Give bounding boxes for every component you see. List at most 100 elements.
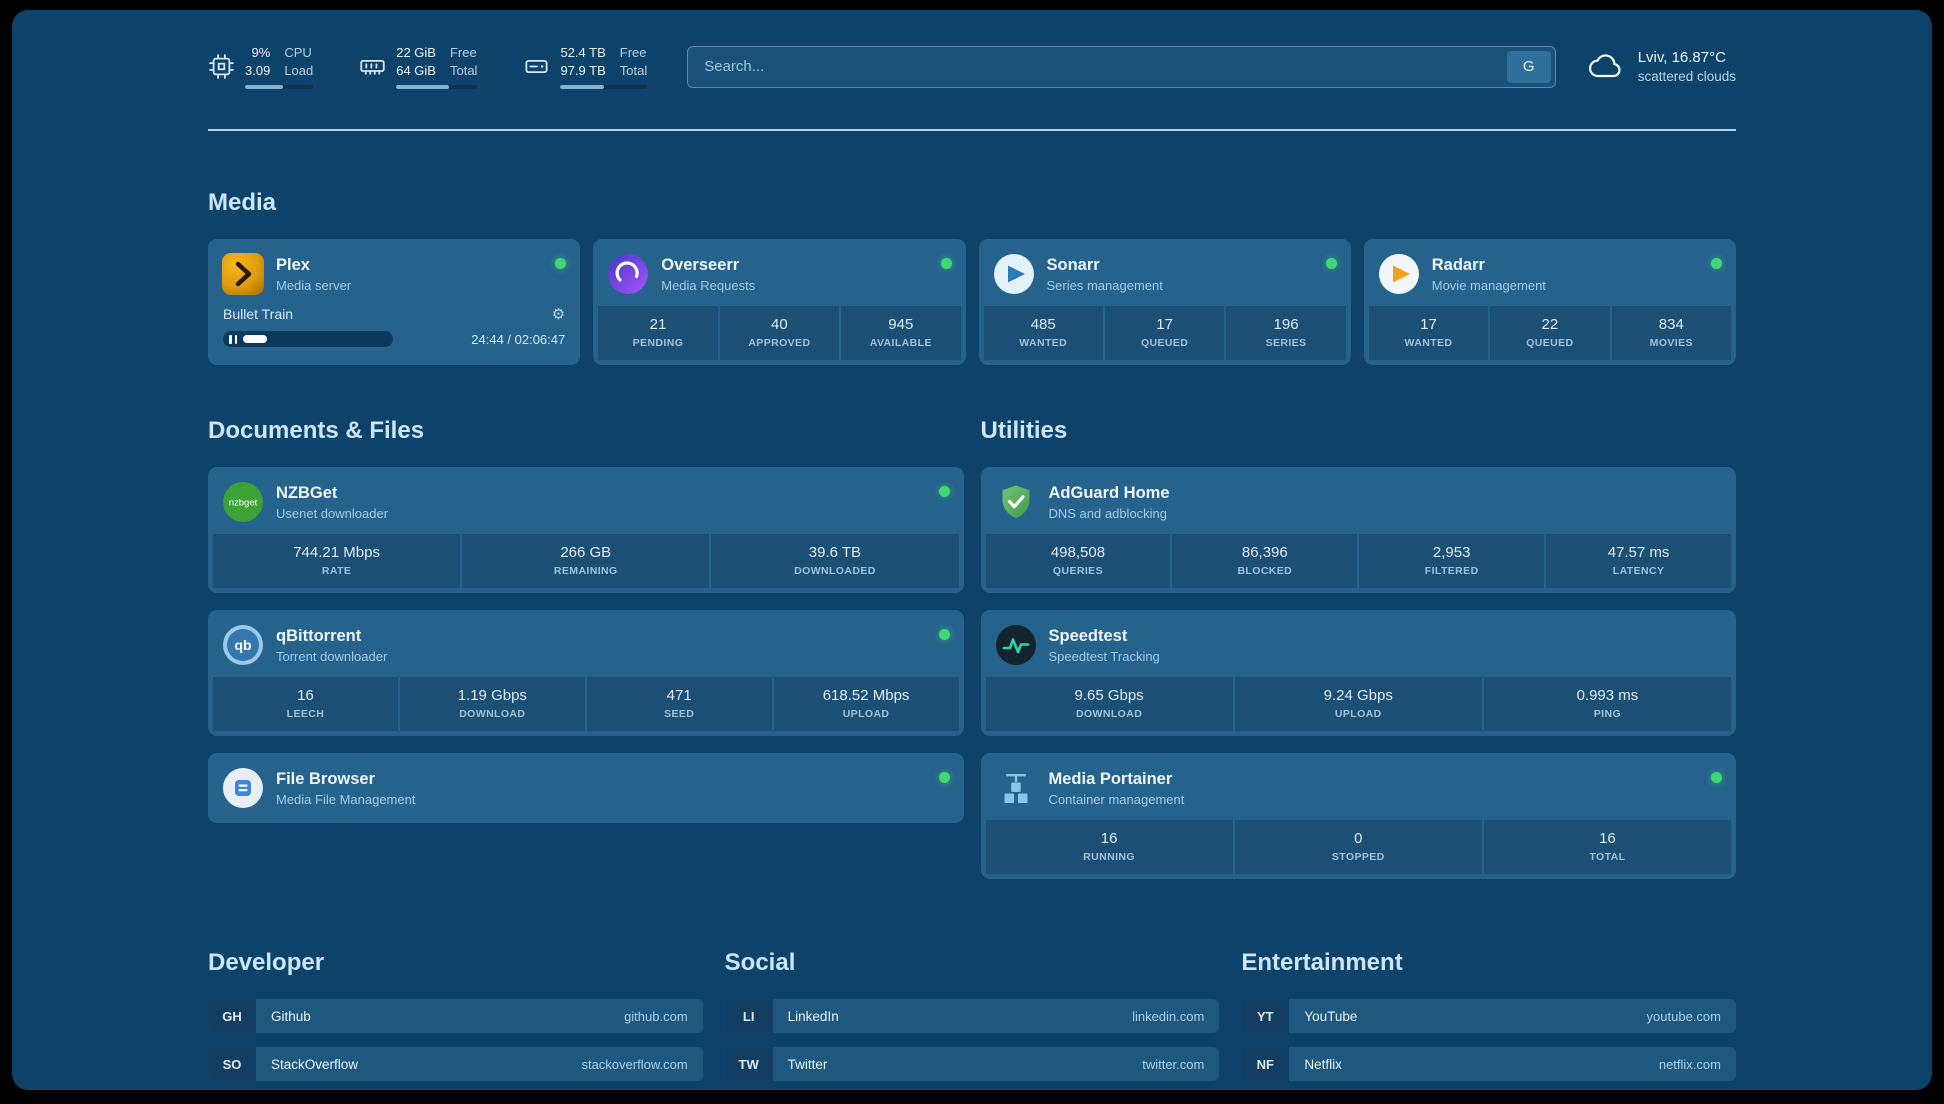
stat-wanted: 485 WANTED xyxy=(983,306,1103,361)
playback-time: 24:44 / 02:06:47 xyxy=(471,331,566,347)
bookmark-abbr: SO xyxy=(208,1047,256,1082)
search-provider-button[interactable]: G xyxy=(1506,50,1551,83)
resource-widgets: 9% 3.09 CPU Load xyxy=(208,44,648,90)
status-dot xyxy=(555,258,567,270)
memory-values: 22 GiB 64 GiB xyxy=(396,44,436,80)
svg-text:qb: qb xyxy=(234,637,251,653)
memory-icon xyxy=(359,53,386,80)
stat-upload: 9.24 Gbps UPLOAD xyxy=(1234,677,1482,732)
service-card-overseerr[interactable]: Overseerr Media Requests 21 PENDING 40 A… xyxy=(593,239,966,366)
service-card-plex[interactable]: Plex Media server Bullet Train ⚙ xyxy=(208,239,581,366)
disk-total: 97.9 TB xyxy=(560,63,606,79)
memory-labels: Free Total xyxy=(450,44,477,80)
bookmark-abbr: NF xyxy=(1241,1047,1290,1082)
disk-free: 52.4 TB xyxy=(560,45,606,60)
status-dot xyxy=(938,486,950,498)
search-input[interactable] xyxy=(692,58,1507,76)
pause-icon[interactable] xyxy=(229,334,237,344)
stat-seed: 471 SEED xyxy=(586,677,772,732)
playback-progress-bar[interactable] xyxy=(223,331,393,348)
cpu-widget: 9% 3.09 CPU Load xyxy=(208,44,314,90)
now-playing-title: Bullet Train xyxy=(223,306,294,323)
stat-blocked: 86,396 BLOCKED xyxy=(1172,534,1358,589)
service-card-nzbget[interactable]: nzbget NZBGet Usenet downloader 744.21 M… xyxy=(208,467,964,594)
stat-stopped: 0 STOPPED xyxy=(1234,820,1482,875)
service-subtitle: Media server xyxy=(276,277,352,293)
stat-available: 945 AVAILABLE xyxy=(841,306,961,361)
stat-label: QUEUED xyxy=(1140,337,1189,350)
stat-queued: 22 QUEUED xyxy=(1490,306,1610,361)
stat-total: 16 TOTAL xyxy=(1483,820,1732,875)
cpu-icon xyxy=(208,53,235,80)
stat-label: RUNNING xyxy=(1083,851,1135,864)
service-card-portainer[interactable]: Media Portainer Container management 16 … xyxy=(980,753,1736,880)
speedtest-icon xyxy=(995,624,1037,666)
stat-running: 16 RUNNING xyxy=(985,820,1233,875)
disk-label-top: Free xyxy=(619,45,647,60)
stat-value: 9.24 Gbps xyxy=(1323,687,1393,705)
service-subtitle: DNS and adblocking xyxy=(1048,505,1168,521)
stat-label: TOTAL xyxy=(1589,851,1626,864)
bookmark-name: Github xyxy=(271,1008,311,1024)
cpu-values: 9% 3.09 xyxy=(245,44,270,80)
bookmark-group-title: Developer xyxy=(208,949,325,977)
stat-value: 618.52 Mbps xyxy=(822,687,910,705)
service-card-speedtest[interactable]: Speedtest Speedtest Tracking 9.65 Gbps D… xyxy=(980,610,1736,737)
cpu-usage: 9% xyxy=(251,45,271,60)
stat-value: 21 xyxy=(649,316,667,334)
service-card-radarr[interactable]: Radarr Movie management 17 WANTED 22 QUE… xyxy=(1363,239,1736,366)
bookmark-netflix[interactable]: NF Netflix netflix.com xyxy=(1241,1047,1736,1082)
service-name: Speedtest xyxy=(1048,626,1128,645)
stat-label: PING xyxy=(1593,708,1622,721)
bookmark-name: LinkedIn xyxy=(787,1008,839,1024)
stat-label: WANTED xyxy=(1019,337,1068,350)
bookmark-youtube[interactable]: YT YouTube youtube.com xyxy=(1241,999,1736,1034)
service-subtitle: Movie management xyxy=(1431,277,1546,293)
stat-label: AVAILABLE xyxy=(869,337,932,350)
stat-label: SEED xyxy=(664,708,695,721)
bookmark-url: linkedin.com xyxy=(1132,1008,1205,1024)
bookmark-name: YouTube xyxy=(1304,1008,1358,1024)
bookmark-twitter[interactable]: TW Twitter twitter.com xyxy=(724,1047,1220,1082)
disk-widget: 52.4 TB 97.9 TB Free Total xyxy=(523,44,648,90)
stat-value: 39.6 TB xyxy=(808,544,862,562)
qbittorrent-icon: qb xyxy=(222,624,264,666)
status-dot xyxy=(1711,772,1722,784)
service-name: AdGuard Home xyxy=(1048,483,1170,502)
stat-remaining: 266 GB REMAINING xyxy=(462,534,710,589)
bookmark-group-developer: Developer GH Github github.com SO StackO… xyxy=(208,949,703,1090)
cpu-label-top: CPU xyxy=(284,45,312,60)
bookmark-linkedin[interactable]: LI LinkedIn linkedin.com xyxy=(724,999,1220,1034)
stat-value: 498,508 xyxy=(1050,544,1106,562)
overseerr-icon xyxy=(607,253,649,295)
stat-downloaded: 39.6 TB DOWNLOADED xyxy=(711,534,959,589)
disk-icon xyxy=(523,53,550,80)
service-name: NZBGet xyxy=(276,483,338,502)
stat-label: WANTED xyxy=(1404,337,1453,350)
settings-gear-icon[interactable]: ⚙ xyxy=(551,305,566,323)
service-card-qbittorrent[interactable]: qb qBittorrent Torrent downloader 16 xyxy=(208,610,964,737)
radarr-icon xyxy=(1378,253,1420,295)
disk-values: 52.4 TB 97.9 TB xyxy=(560,44,605,80)
nzbget-icon: nzbget xyxy=(222,481,264,523)
service-name: qBittorrent xyxy=(276,626,362,645)
stat-label: REMAINING xyxy=(553,565,618,578)
bookmark-github[interactable]: GH Github github.com xyxy=(208,999,703,1034)
stat-value: 0.993 ms xyxy=(1576,687,1639,705)
bookmark-stackoverflow[interactable]: SO StackOverflow stackoverflow.com xyxy=(208,1047,703,1082)
service-card-adguard[interactable]: AdGuard Home DNS and adblocking 498,508 … xyxy=(980,467,1736,594)
stat-label: DOWNLOADED xyxy=(794,565,876,578)
service-card-filebrowser[interactable]: File Browser Media File Management xyxy=(208,753,964,824)
dashboard-page: 9% 3.09 CPU Load xyxy=(12,10,1932,1090)
cpu-load: 3.09 xyxy=(245,63,271,79)
stat-movies: 834 MOVIES xyxy=(1611,306,1732,361)
stat-value: 17 xyxy=(1420,316,1437,334)
section-title-utilities: Utilities xyxy=(980,417,1068,445)
status-dot xyxy=(938,629,950,641)
service-card-sonarr[interactable]: Sonarr Series management 485 WANTED 17 Q… xyxy=(978,239,1351,366)
stat-label: LATENCY xyxy=(1612,565,1665,578)
filebrowser-icon xyxy=(222,767,264,809)
section-media: Media Plex Media server xyxy=(208,189,1736,366)
status-dot xyxy=(1325,258,1337,270)
service-subtitle: Container management xyxy=(1048,791,1185,807)
